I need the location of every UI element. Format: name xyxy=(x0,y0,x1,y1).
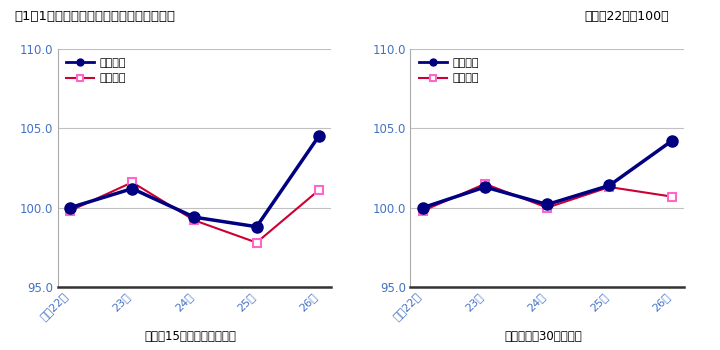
Text: （平成22年＝100）: （平成22年＝100） xyxy=(584,10,669,23)
Text: 〈規模15人以上全事業所〉: 〈規模15人以上全事業所〉 xyxy=(145,330,237,343)
Text: 図1－1　賃金指数（現金給与総額）の推移: 図1－1 賃金指数（現金給与総額）の推移 xyxy=(14,10,176,23)
Legend: 名目指数, 実質指数: 名目指数, 実質指数 xyxy=(416,55,482,87)
Text: 〈うち規模30人以上〉: 〈うち規模30人以上〉 xyxy=(505,330,582,343)
Legend: 名目指数, 実質指数: 名目指数, 実質指数 xyxy=(63,55,130,87)
